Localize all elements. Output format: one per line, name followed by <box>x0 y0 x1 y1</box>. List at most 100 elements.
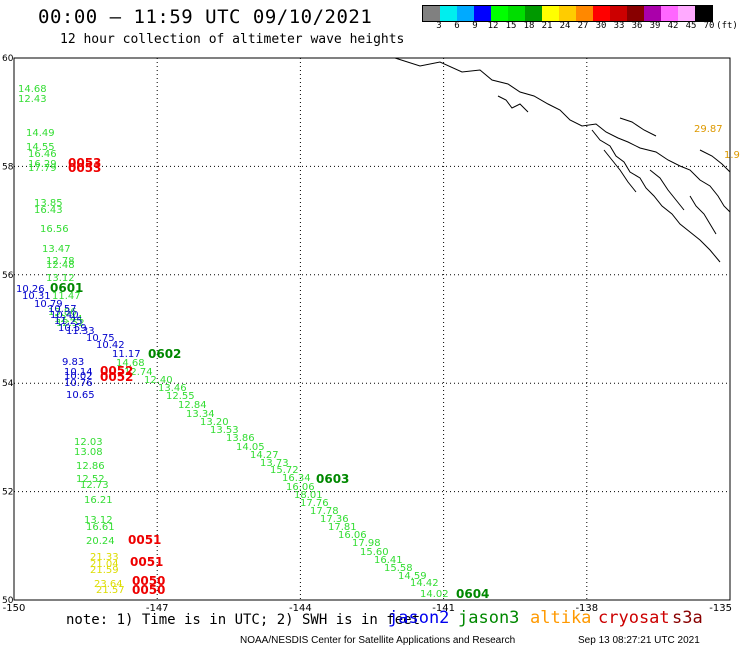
wave-height-label: 12.40 <box>144 375 173 386</box>
wave-height-label: 10.75 <box>86 333 115 344</box>
wave-height-label: 23.64 <box>94 579 123 590</box>
wave-height-label: 10.42 <box>96 340 125 351</box>
legend-swatch <box>661 6 678 21</box>
pass-time-label: 0603 <box>316 472 349 486</box>
pass-time-label: 0052 <box>100 370 133 384</box>
wave-height-label: 12.48 <box>46 260 75 271</box>
wave-height-label: 13.34 <box>186 409 215 420</box>
map-title: 00:00 – 11:59 UTC 09/10/2021 <box>38 6 373 28</box>
wave-height-label: 9.83 <box>62 357 84 368</box>
legend-tick-label: 27 <box>577 21 589 31</box>
wave-height-label: 12.52 <box>56 318 85 329</box>
graticule <box>14 58 730 600</box>
wave-height-label: 16.56 <box>40 224 69 235</box>
wave-height-label: 14.02 <box>420 589 449 600</box>
latitude-labels: 60 58 56 54 52 50 <box>2 54 14 606</box>
color-legend-ticks: 3 6 9 12 15 18 21 24 27 30 33 36 39 42 45 70 (ft) <box>422 21 738 33</box>
wave-height-label: 16.41 <box>374 555 403 566</box>
legend-swatch <box>525 6 542 21</box>
pass-time-label: 0053 <box>68 156 101 170</box>
legend-tick-label: 30 <box>595 21 607 31</box>
legend-tick-label: 45 <box>685 21 697 31</box>
legend-swatch <box>610 6 627 21</box>
pass-time-label: 0602 <box>148 347 181 361</box>
legend-tick-label: 33 <box>613 21 625 31</box>
wave-height-label: 10.14 <box>64 367 93 378</box>
wave-height-label: 10.79 <box>34 299 63 310</box>
wave-height-label: 13.86 <box>48 307 77 318</box>
wave-height-label: 18.01 <box>294 490 323 501</box>
wave-height-label: 29.87 <box>694 124 723 135</box>
latitude-tick-label: 60 <box>2 54 14 64</box>
wave-height-label: 14.27 <box>250 450 279 461</box>
wave-height-label: 16.29 <box>28 159 57 170</box>
latitude-tick-label: 56 <box>2 271 14 281</box>
wave-height-label: 13.73 <box>260 458 289 469</box>
credit-text: NOAA/NESDIS Center for Satellite Applica… <box>240 635 516 646</box>
longitude-tick-label: -144 <box>289 603 312 614</box>
satellite-legend-s3a: s3a <box>672 608 703 628</box>
latitude-tick-label: 54 <box>2 379 14 389</box>
pass-time-label: 0604 <box>456 587 489 601</box>
wave-height-label: 12.43 <box>18 94 47 105</box>
wave-height-label: 16.21 <box>84 495 113 506</box>
wave-height-label: 17.76 <box>300 498 329 509</box>
legend-tick-label: 24 <box>559 21 571 31</box>
wave-height-label: 11.17 <box>112 349 141 360</box>
wave-height-label: 10.40 <box>50 310 79 321</box>
legend-swatch <box>593 6 610 21</box>
wave-height-label: 16.06 <box>338 530 367 541</box>
longitude-tick-label: -150 <box>3 603 26 614</box>
pass-time-label: 0601 <box>50 281 83 295</box>
wave-height-label: 17.81 <box>328 522 357 533</box>
legend-tick-label: 6 <box>454 21 460 31</box>
wave-height-label: 15.60 <box>360 547 389 558</box>
legend-swatch <box>508 6 525 21</box>
legend-swatch <box>678 6 695 21</box>
latitude-tick-label: 52 <box>2 488 13 498</box>
wave-height-label: 21.33 <box>90 552 119 563</box>
legend-swatch <box>695 6 712 21</box>
wave-height-label: 12.03 <box>74 437 103 448</box>
latitude-tick-label: 50 <box>2 596 14 606</box>
legend-tick-label: 36 <box>631 21 643 31</box>
wave-height-label: 13.12 <box>84 515 113 526</box>
pass-time-label: 0051 <box>128 533 161 547</box>
wave-height-label: 12.52 <box>76 474 105 485</box>
legend-swatch <box>627 6 644 21</box>
wave-height-label: 16.46 <box>28 149 57 160</box>
legend-tick-label: 21 <box>541 21 553 31</box>
longitude-tick-label: -147 <box>146 603 169 614</box>
legend-tick-label: 70 <box>703 21 715 31</box>
wave-height-label: 14.55 <box>26 142 55 153</box>
wave-height-label: 14.49 <box>26 128 55 139</box>
wave-height-label: 13.47 <box>42 244 71 255</box>
wave-height-label: 12.44 <box>54 314 83 325</box>
wave-height-label: 17.79 <box>28 163 57 174</box>
wave-height-label: 11.33 <box>66 326 95 337</box>
wave-height-label: 12.55 <box>166 391 195 402</box>
legend-swatch <box>457 6 474 21</box>
wave-height-label: 21.59 <box>90 565 119 576</box>
longitude-tick-label: -141 <box>432 603 455 614</box>
wave-height-label: 17.78 <box>310 506 339 517</box>
alaska-coastline <box>394 57 731 263</box>
legend-tick-label: 9 <box>472 21 478 31</box>
wave-height-label: 15.72 <box>270 465 299 476</box>
map-subtitle: 12 hour collection of altimeter wave hei… <box>60 32 405 47</box>
wave-height-label: 14.59 <box>398 571 427 582</box>
wave-height-labels: 14.6812.4314.4914.5516.4616.2917.7913.85… <box>16 84 740 600</box>
pass-time-label: 0051 <box>130 555 163 569</box>
generated-timestamp: Sep 13 08:27:21 UTC 2021 <box>578 635 700 646</box>
wave-height-label: 14.68 <box>116 358 145 369</box>
wave-height-label: 17.98 <box>352 538 381 549</box>
legend-swatch <box>491 6 508 21</box>
latitude-tick-label: 58 <box>2 162 14 172</box>
longitude-tick-label: -138 <box>575 603 598 614</box>
wave-height-label: 10.02 <box>64 371 93 382</box>
wave-height-label: 10.59 <box>58 323 87 334</box>
legend-swatch <box>576 6 593 21</box>
wave-height-label: 21.57 <box>96 585 125 596</box>
wave-height-label: 11.25 <box>54 316 83 327</box>
wave-height-label: 14.68 <box>18 84 47 95</box>
